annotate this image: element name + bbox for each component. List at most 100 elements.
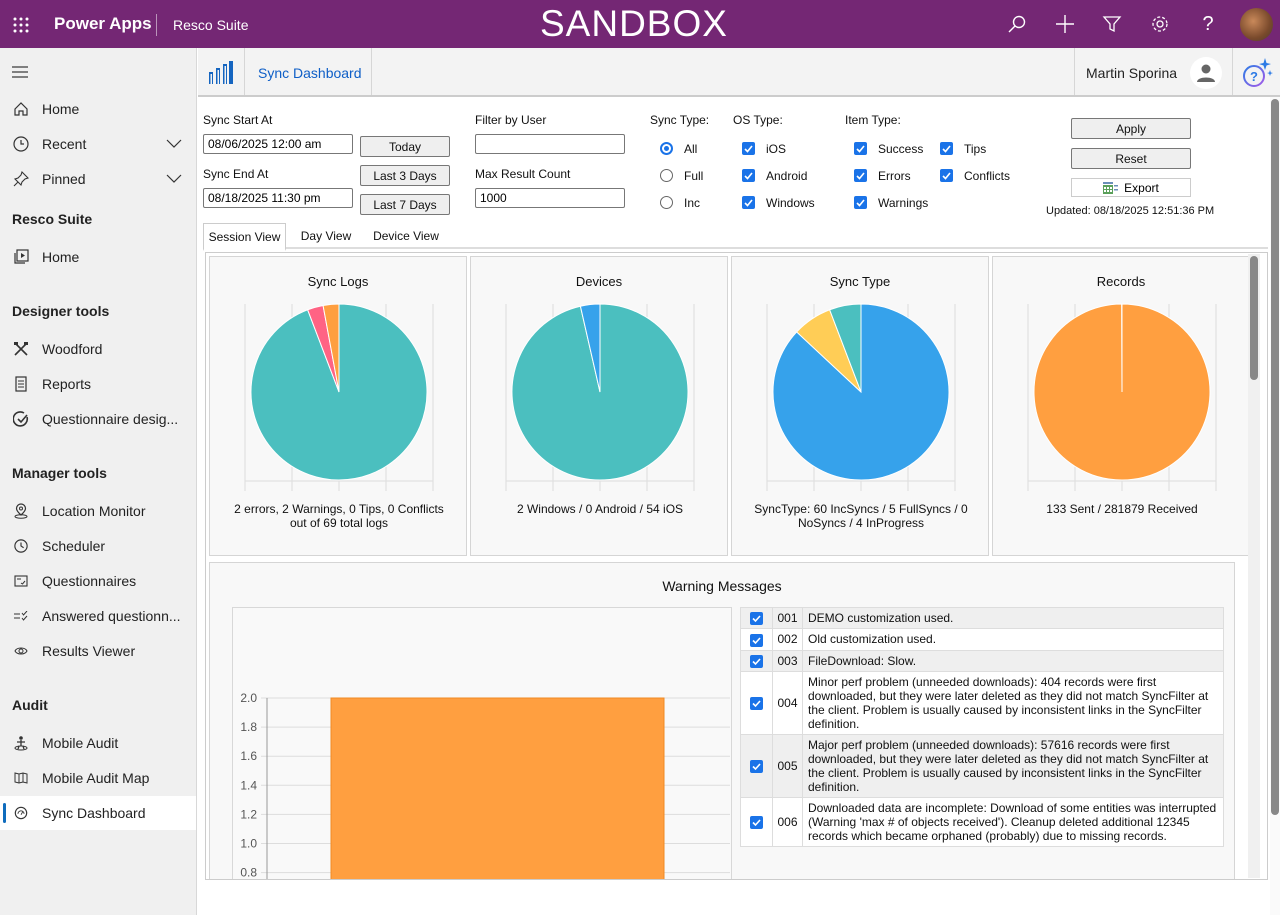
search-icon[interactable] — [1005, 12, 1029, 36]
sidebar-item-label: Home — [42, 249, 80, 265]
chevron-down-icon[interactable] — [166, 139, 182, 149]
today-button[interactable]: Today — [360, 136, 450, 157]
sync-type-card: Sync Type SyncType: 60 IncSyncs / 5 Full… — [731, 256, 989, 556]
sidebar-item-scheduler[interactable]: Scheduler — [0, 529, 196, 563]
sidebar-item-label: Location Monitor — [42, 503, 146, 519]
sync-type-inc-radio[interactable] — [660, 196, 673, 209]
app-name[interactable]: Power Apps — [54, 14, 152, 33]
reset-button[interactable]: Reset — [1071, 148, 1191, 169]
warning-checkbox[interactable] — [750, 654, 763, 668]
export-label: Export — [1124, 180, 1159, 195]
sync-dashboard-content: Sync Start At Sync End At Today Last 3 D… — [198, 97, 1280, 915]
pie-slice-inprogress[interactable] — [829, 303, 862, 393]
sync-type-full-radio[interactable] — [660, 169, 673, 182]
records-pie-chart[interactable] — [993, 257, 1251, 497]
y-tick-label: 1.6 — [240, 749, 257, 763]
svg-text:?: ? — [1250, 69, 1258, 84]
sidebar-item-mobile-audit[interactable]: Mobile Audit — [0, 726, 196, 760]
sidebar-item-label: Recent — [42, 136, 87, 152]
sync-start-input[interactable] — [203, 134, 353, 154]
sidebar-item-results-viewer[interactable]: Results Viewer — [0, 634, 196, 668]
warning-messages-title: Warning Messages — [662, 578, 782, 594]
filter-icon[interactable] — [1100, 12, 1124, 36]
chevron-down-icon[interactable] — [166, 174, 182, 184]
app-launcher-icon[interactable] — [12, 16, 30, 34]
apply-button[interactable]: Apply — [1071, 118, 1191, 139]
sidebar-item-mobile-audit-map[interactable]: Mobile Audit Map — [0, 761, 196, 795]
item-warnings-checkbox[interactable] — [854, 196, 867, 209]
tab-session-view[interactable]: Session View — [203, 223, 286, 251]
sync-type-full-label: Full — [684, 169, 704, 183]
warning-row: 004 Minor perf problem (unneeded download… — [740, 670, 1224, 735]
panel-scrollbar-thumb[interactable] — [1250, 256, 1258, 380]
copilot-help-icon[interactable]: ? — [1240, 56, 1274, 90]
warning-checkbox[interactable] — [750, 697, 763, 711]
sidebar-item-sync-dashboard[interactable]: Sync Dashboard — [0, 796, 196, 830]
sync-type-all-radio[interactable] — [660, 142, 673, 155]
warning-bar-chart[interactable]: 2.01.81.61.41.21.00.80.6 — [233, 608, 733, 880]
sync-logs-pie-chart[interactable] — [210, 257, 468, 497]
page-title-tab[interactable]: Sync Dashboard — [258, 65, 362, 81]
page-scrollbar-thumb[interactable] — [1271, 99, 1279, 815]
sidebar-item-label: Questionnaire desig... — [42, 411, 179, 427]
warning-text: DEMO customization used. — [802, 606, 1224, 630]
sidebar-item-pinned[interactable]: Pinned — [0, 162, 196, 196]
pie-slice-windows[interactable] — [579, 303, 601, 393]
warning-text: Major perf problem (unneeded downloads):… — [802, 733, 1224, 798]
tab-device-view[interactable]: Device View — [373, 229, 439, 243]
sidebar-item-resco-home[interactable]: Home — [0, 240, 196, 274]
sidebar-item-reports[interactable]: Reports — [0, 367, 196, 401]
item-success-checkbox[interactable] — [854, 142, 867, 155]
user-avatar[interactable] — [1240, 8, 1273, 41]
bar[interactable] — [330, 697, 665, 880]
sidebar-item-location-monitor[interactable]: Location Monitor — [0, 494, 196, 528]
warning-checkbox[interactable] — [750, 633, 763, 647]
max-result-input[interactable] — [475, 188, 625, 208]
item-conflicts-checkbox[interactable] — [940, 169, 953, 182]
os-ios-checkbox[interactable] — [742, 142, 755, 155]
user-avatar-icon[interactable] — [1190, 57, 1222, 89]
warning-checkbox[interactable] — [750, 816, 763, 830]
sidebar-item-questionnaire-designer[interactable]: Questionnaire desig... — [0, 402, 196, 436]
os-android-checkbox[interactable] — [742, 169, 755, 182]
sync-type-pie-chart[interactable] — [732, 257, 990, 497]
export-button[interactable]: Export — [1071, 178, 1191, 197]
devices-pie-chart[interactable] — [471, 257, 729, 497]
last-7-days-button[interactable]: Last 7 Days — [360, 194, 450, 215]
sidebar-item-woodford[interactable]: Woodford — [0, 332, 196, 366]
item-warnings-label: Warnings — [878, 196, 929, 210]
sidebar-item-recent[interactable]: Recent — [0, 127, 196, 161]
add-icon[interactable] — [1053, 12, 1077, 36]
item-tips-checkbox[interactable] — [940, 142, 953, 155]
hamburger-menu-icon[interactable] — [12, 66, 28, 78]
os-windows-checkbox[interactable] — [742, 196, 755, 209]
sidebar-item-home[interactable]: Home — [0, 92, 196, 126]
filter-user-input[interactable] — [475, 134, 625, 154]
chart-title: Records — [1096, 274, 1146, 289]
tab-day-view[interactable]: Day View — [300, 229, 352, 243]
divider — [156, 14, 157, 36]
help-icon[interactable]: ? — [1202, 12, 1214, 35]
sidebar-item-label: Questionnaires — [42, 573, 137, 589]
panel-scrollbar[interactable] — [1248, 254, 1260, 878]
sidebar-item-questionnaires[interactable]: Questionnaires — [0, 564, 196, 598]
warning-checkbox[interactable] — [750, 760, 763, 774]
warning-text: Downloaded data are incomplete: Download… — [802, 796, 1224, 847]
warning-text: FileDownload: Slow. — [802, 649, 1224, 672]
last-3-days-button[interactable]: Last 3 Days — [360, 165, 450, 186]
page-scrollbar[interactable] — [1270, 97, 1280, 915]
settings-icon[interactable] — [1148, 12, 1172, 36]
pie-slice-warnings[interactable] — [322, 303, 340, 393]
suite-name[interactable]: Resco Suite — [173, 17, 249, 33]
sync-end-input[interactable] — [203, 188, 353, 208]
warning-checkbox[interactable] — [750, 612, 763, 626]
warning-bar-chart-container: 2.01.81.61.41.21.00.80.6 — [232, 607, 733, 880]
item-errors-checkbox[interactable] — [854, 169, 867, 182]
item-type-label: Item Type: — [845, 113, 901, 127]
sidebar-item-answered-questionnaires[interactable]: Answered questionn... — [0, 599, 196, 633]
map-icon — [12, 769, 30, 787]
command-bar: Sync Dashboard Martin Sporina ? — [198, 48, 1280, 97]
clock-icon — [12, 537, 30, 555]
sync-type-label: Sync Type: — [650, 113, 710, 127]
user-name[interactable]: Martin Sporina — [1086, 65, 1178, 81]
